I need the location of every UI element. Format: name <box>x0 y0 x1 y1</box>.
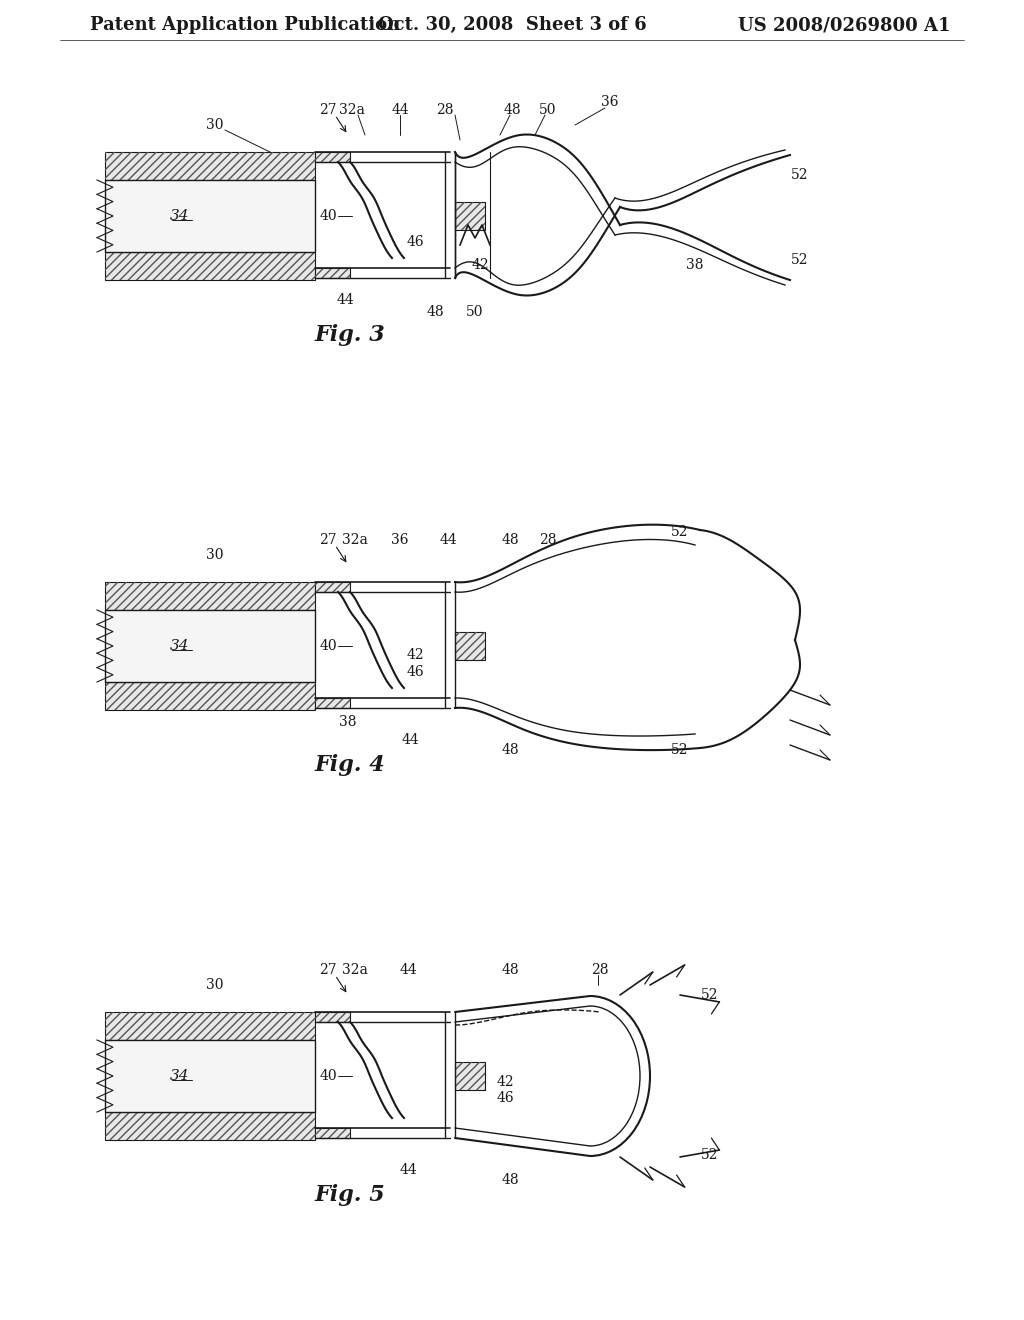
Text: 34: 34 <box>170 639 189 653</box>
Text: 34: 34 <box>170 209 189 223</box>
Text: 28: 28 <box>540 533 557 546</box>
Bar <box>105 582 315 610</box>
Text: Patent Application Publication: Patent Application Publication <box>90 16 400 34</box>
Text: 48: 48 <box>426 305 443 319</box>
Bar <box>105 1111 315 1140</box>
Bar <box>105 1012 315 1040</box>
Bar <box>105 1012 315 1040</box>
Text: 36: 36 <box>601 95 618 110</box>
Text: 32a: 32a <box>342 533 368 546</box>
Text: 42: 42 <box>407 648 424 663</box>
Bar <box>455 632 485 660</box>
Text: 50: 50 <box>540 103 557 117</box>
Bar <box>105 152 315 180</box>
Bar <box>315 582 350 591</box>
Text: 52: 52 <box>701 1148 719 1162</box>
Text: 42: 42 <box>471 257 488 272</box>
Bar <box>455 1063 485 1090</box>
Text: 40: 40 <box>319 639 337 653</box>
Bar <box>315 152 350 162</box>
Text: Oct. 30, 2008  Sheet 3 of 6: Oct. 30, 2008 Sheet 3 of 6 <box>378 16 646 34</box>
Bar <box>105 1040 315 1111</box>
Bar <box>105 682 315 710</box>
Bar <box>105 1111 315 1140</box>
Text: 40: 40 <box>319 209 337 223</box>
Text: 52: 52 <box>792 168 809 182</box>
Bar <box>315 698 350 708</box>
Text: 52: 52 <box>792 253 809 267</box>
Bar <box>315 582 350 591</box>
Text: US 2008/0269800 A1: US 2008/0269800 A1 <box>737 16 950 34</box>
Bar <box>455 202 485 230</box>
Text: 28: 28 <box>436 103 454 117</box>
Bar <box>315 1012 350 1022</box>
Bar <box>105 582 315 610</box>
Text: 52: 52 <box>701 987 719 1002</box>
Text: 46: 46 <box>497 1092 514 1105</box>
Text: 34: 34 <box>170 1069 189 1082</box>
Text: 30: 30 <box>206 548 224 562</box>
Text: 52: 52 <box>672 743 689 756</box>
Text: 32a: 32a <box>342 964 368 977</box>
Text: Fig. 3: Fig. 3 <box>314 323 385 346</box>
Text: 38: 38 <box>686 257 703 272</box>
Text: 30: 30 <box>206 117 224 132</box>
Text: 38: 38 <box>339 715 356 729</box>
Bar <box>105 682 315 710</box>
Bar <box>455 202 485 230</box>
Bar <box>315 268 350 279</box>
Bar <box>105 180 315 252</box>
Bar <box>315 1129 350 1138</box>
Text: 48: 48 <box>501 533 519 546</box>
Text: 32a: 32a <box>339 103 365 117</box>
Bar <box>315 1012 350 1022</box>
Bar <box>105 152 315 180</box>
Bar <box>455 1063 485 1090</box>
Text: 46: 46 <box>407 235 424 249</box>
Bar <box>455 632 485 660</box>
Bar <box>105 252 315 280</box>
Text: 27: 27 <box>319 533 337 546</box>
Text: 50: 50 <box>466 305 483 319</box>
Text: 48: 48 <box>501 1173 519 1187</box>
Bar <box>315 1129 350 1138</box>
Bar <box>105 252 315 280</box>
Bar <box>315 268 350 279</box>
Text: 44: 44 <box>399 964 417 977</box>
Text: 46: 46 <box>407 665 424 678</box>
Text: Fig. 4: Fig. 4 <box>314 754 385 776</box>
Text: 40: 40 <box>319 1069 337 1082</box>
Text: 28: 28 <box>591 964 608 977</box>
Bar <box>105 610 315 682</box>
Text: 36: 36 <box>391 533 409 546</box>
Text: 48: 48 <box>501 743 519 756</box>
Text: 44: 44 <box>401 733 419 747</box>
Bar <box>315 698 350 708</box>
Text: 42: 42 <box>497 1074 514 1089</box>
Text: 27: 27 <box>319 964 337 977</box>
Text: 30: 30 <box>206 978 224 993</box>
Text: 44: 44 <box>399 1163 417 1177</box>
Bar <box>315 152 350 162</box>
Text: Fig. 5: Fig. 5 <box>314 1184 385 1206</box>
Text: 48: 48 <box>503 103 521 117</box>
Text: 44: 44 <box>391 103 409 117</box>
Text: 27: 27 <box>319 103 337 117</box>
Text: 44: 44 <box>336 293 354 308</box>
Text: 44: 44 <box>439 533 457 546</box>
Text: 52: 52 <box>672 525 689 539</box>
Text: 48: 48 <box>501 964 519 977</box>
